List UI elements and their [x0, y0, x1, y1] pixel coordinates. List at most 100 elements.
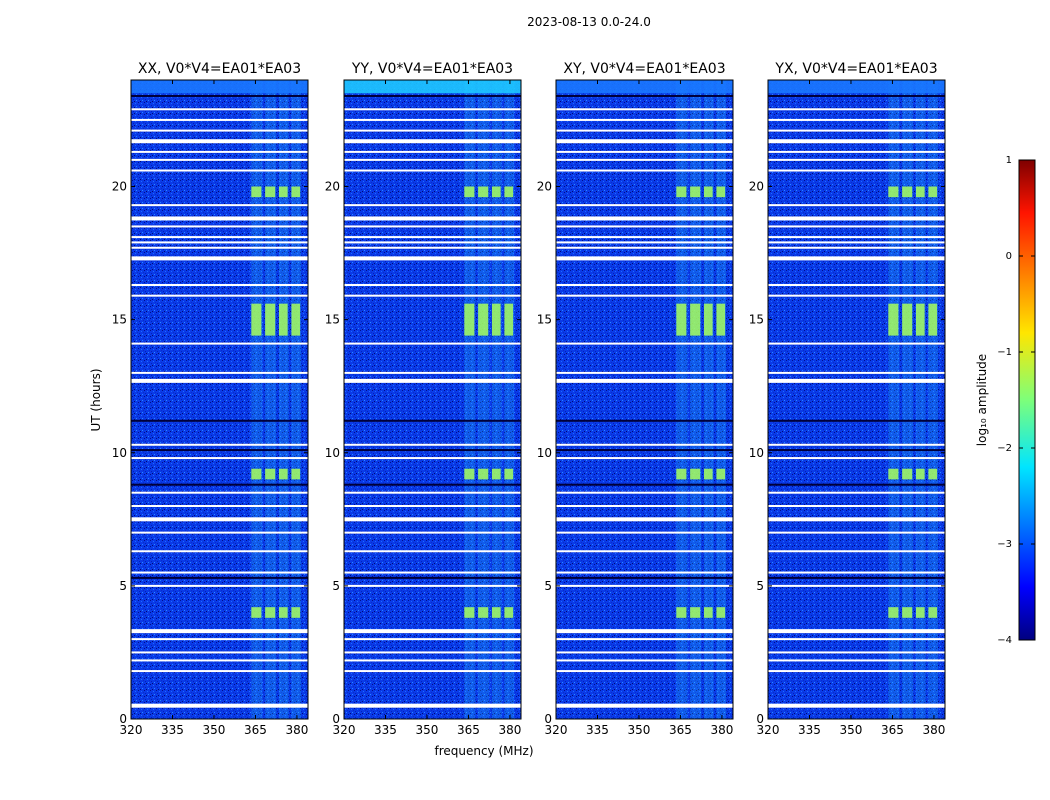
rfi-burst [278, 607, 288, 618]
gap-row [556, 449, 733, 452]
flag-row [556, 342, 733, 345]
rfi-burst [915, 186, 925, 198]
flag-row [768, 342, 945, 345]
flag-row [556, 571, 733, 574]
gap-row [131, 449, 308, 452]
rfi-channel-band [716, 80, 727, 719]
rfi-burst [478, 468, 489, 480]
rfi-burst [265, 607, 276, 618]
x-tick-label: 320 [120, 723, 143, 737]
gap-row [556, 419, 733, 422]
flag-row [344, 670, 521, 673]
flag-row [131, 246, 308, 249]
flag-row [556, 139, 733, 144]
x-tick-label: 350 [628, 723, 651, 737]
gap-row [344, 576, 521, 579]
rfi-burst [478, 303, 489, 336]
flag-row [344, 129, 521, 132]
top-band [344, 80, 521, 94]
flag-row [131, 169, 308, 172]
flag-row [131, 216, 308, 221]
gap-row [556, 576, 733, 579]
x-tick-label: 350 [416, 723, 439, 737]
y-axis-label: UT (hours) [89, 368, 103, 431]
x-tick-label: 365 [669, 723, 692, 737]
flag-row [344, 703, 521, 708]
flag-row [344, 505, 521, 507]
flag-row [768, 491, 945, 494]
flag-row [131, 638, 308, 641]
y-tick-label: 15 [112, 313, 127, 327]
x-tick-label: 320 [757, 723, 780, 737]
heatmap-background [131, 80, 308, 719]
flag-row [131, 284, 308, 287]
rfi-burst [291, 303, 301, 336]
rfi-channel-band [676, 80, 688, 719]
colorbar-tick-label: −4 [997, 635, 1012, 646]
rfi-channel-band [888, 80, 900, 719]
rfi-channel-band [464, 80, 476, 719]
panel-3: XY, V0*V4=EA01*EA03 320 335 350 365 380 0 5 10 15… [537, 61, 734, 737]
flag-row [344, 236, 521, 239]
rfi-channel-band [504, 80, 515, 719]
flag-row [556, 457, 733, 460]
flag-row [131, 584, 308, 587]
flag-row [344, 443, 521, 446]
flag-row [344, 241, 521, 244]
flag-row [556, 371, 733, 374]
flag-row [768, 517, 945, 522]
flag-row [768, 158, 945, 161]
flag-row [768, 457, 945, 460]
rfi-burst [504, 607, 514, 618]
x-tick-label: 335 [798, 723, 821, 737]
panel-4: YX, V0*V4=EA01*EA03 320 335 350 365 380 0 5 10 15… [749, 61, 946, 737]
heatmap-background [768, 80, 945, 719]
flag-row [768, 284, 945, 287]
y-tick-label: 15 [749, 313, 764, 327]
flag-row [131, 294, 308, 297]
flag-row [556, 150, 733, 153]
gap-row [556, 94, 733, 97]
colorbar-label: log₁₀ amplitude [975, 354, 989, 446]
y-tick-label: 10 [325, 446, 340, 460]
top-band [556, 80, 733, 94]
colorbar-tick-label: −1 [997, 347, 1012, 358]
flag-row [768, 670, 945, 673]
rfi-burst [278, 303, 288, 336]
panel-1: XX, V0*V4=EA01*EA03 320 335 350 365 380 0 5 10 15… [112, 61, 309, 737]
x-tick-label: 320 [333, 723, 356, 737]
flag-row [131, 139, 308, 144]
flag-row [344, 378, 521, 383]
panel-frame [767, 79, 946, 720]
y-tick-label: 15 [325, 313, 340, 327]
flag-row [556, 225, 733, 228]
rfi-burst [888, 468, 899, 480]
flag-row [768, 371, 945, 374]
flag-row [768, 169, 945, 172]
y-tick-label: 20 [537, 180, 552, 194]
y-tick-label: 10 [112, 446, 127, 460]
rfi-burst [464, 186, 475, 198]
gap-row [344, 483, 521, 486]
rfi-burst [278, 468, 288, 480]
rfi-burst [928, 468, 938, 480]
flag-row [768, 246, 945, 249]
top-band [131, 80, 308, 94]
flag-row [344, 158, 521, 161]
flag-row [556, 550, 733, 553]
flag-row [556, 246, 733, 249]
x-tick-label: 335 [161, 723, 184, 737]
flag-row [768, 129, 945, 132]
flag-row [131, 651, 308, 654]
flag-row [556, 158, 733, 161]
flag-row [556, 118, 733, 121]
y-tick-label: 0 [544, 712, 552, 726]
rfi-burst [902, 468, 913, 480]
gap-row [344, 419, 521, 422]
gap-row [131, 419, 308, 422]
rfi-burst [716, 468, 726, 480]
flag-row [131, 659, 308, 662]
rfi-burst [902, 303, 913, 336]
flag-row [131, 457, 308, 460]
